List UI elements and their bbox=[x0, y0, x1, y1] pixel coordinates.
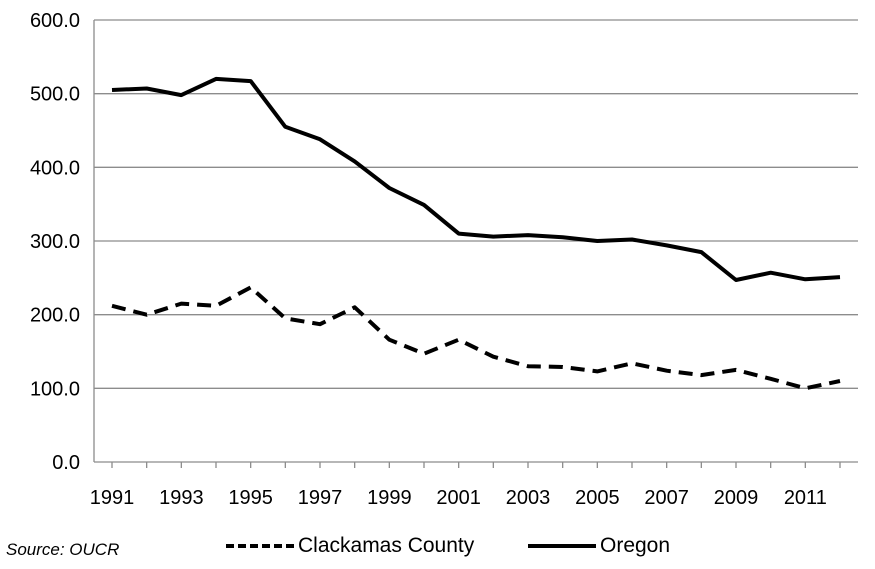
x-tick-label-1995: 1995 bbox=[228, 487, 273, 509]
y-tick-label-600.0: 600.0 bbox=[30, 10, 80, 32]
y-tick-label-0.0: 0.0 bbox=[52, 452, 80, 474]
x-tick-label-2009: 2009 bbox=[714, 487, 759, 509]
legend-swatch-dashed bbox=[226, 544, 294, 548]
legend-label-clackamas-county: Clackamas County bbox=[298, 534, 475, 557]
x-tick-label-2011: 2011 bbox=[784, 487, 827, 509]
legend-label-oregon: Oregon bbox=[600, 534, 671, 557]
y-tick-label-300.0: 300.0 bbox=[30, 231, 80, 253]
x-tick-label-2007: 2007 bbox=[644, 487, 689, 509]
legend-item-oregon: Oregon bbox=[528, 534, 670, 558]
axes bbox=[93, 20, 858, 468]
y-tick-label-200.0: 200.0 bbox=[30, 305, 80, 327]
x-tick-label-1993: 1993 bbox=[159, 487, 204, 509]
x-tick-label-1991: 1991 bbox=[90, 487, 135, 509]
x-tick-label-2005: 2005 bbox=[575, 487, 620, 509]
series-line-clackamas-county bbox=[111, 285, 841, 391]
legend-item-clackamas-county: Clackamas County bbox=[226, 534, 474, 558]
x-tick-label-1999: 1999 bbox=[367, 487, 412, 509]
gridlines bbox=[94, 19, 858, 389]
source-note: Source: OUCR bbox=[6, 540, 120, 559]
series-lines bbox=[111, 76, 841, 391]
y-tick-label-400.0: 400.0 bbox=[30, 157, 80, 179]
x-axis-tick-labels: 1991 1993 1995 1997 1999 2001 2003 2005 2007 2009… bbox=[90, 487, 827, 509]
y-tick-label-100.0: 100.0 bbox=[30, 378, 80, 400]
legend: Source: OUCR Clackamas County Oregon bbox=[0, 528, 875, 568]
series-line-oregon bbox=[111, 76, 841, 282]
x-tick-label-1997: 1997 bbox=[298, 487, 343, 509]
x-tick-label-2003: 2003 bbox=[506, 487, 551, 509]
y-axis-tick-labels: 0.0 100.0 200.0 300.0 400.0 500.0 600.0 bbox=[30, 10, 80, 474]
legend-swatch-solid bbox=[528, 544, 596, 548]
y-tick-label-500.0: 500.0 bbox=[30, 84, 80, 106]
x-tick-label-2001: 2001 bbox=[436, 487, 481, 509]
